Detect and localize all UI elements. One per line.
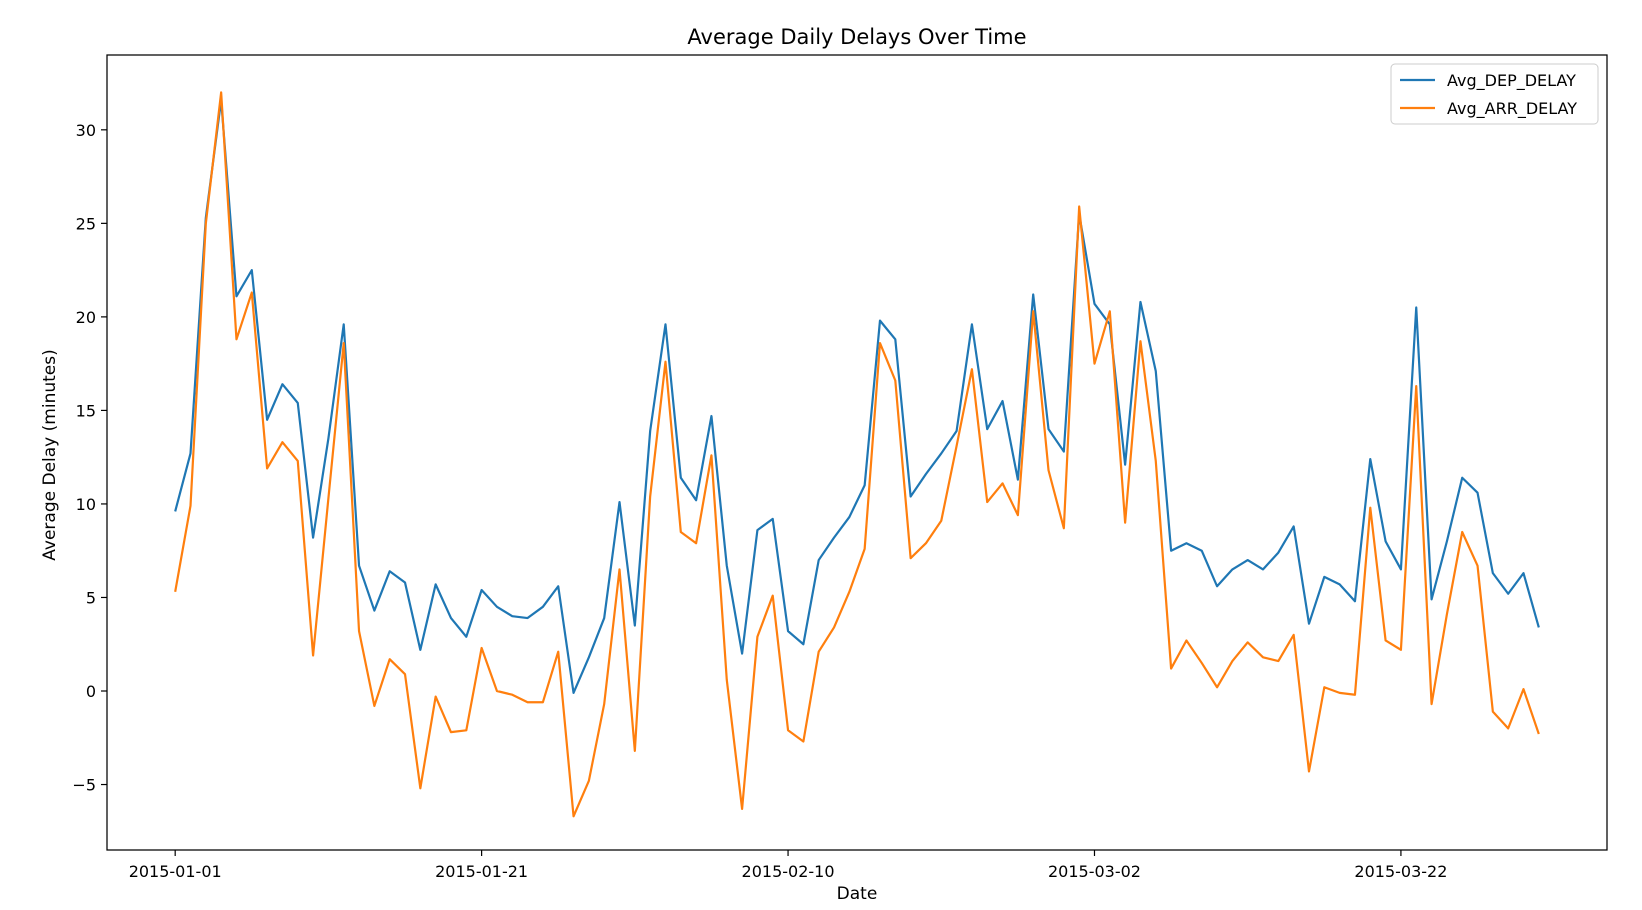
legend-box <box>1390 63 1599 125</box>
x-tick-label-4: 2015-03-22 <box>1354 862 1447 881</box>
y-tick-label-7: 30 <box>76 121 96 140</box>
y-tick-label-0: −5 <box>72 776 96 795</box>
y-tick-label-6: 25 <box>76 214 96 233</box>
x-tick-label-2: 2015-02-10 <box>742 862 835 881</box>
y-tick-label-3: 10 <box>76 495 96 514</box>
x-axis-label: Date <box>837 884 878 904</box>
y-tick-label-2: 5 <box>86 588 96 607</box>
series-line-1 <box>174 91 1540 818</box>
y-tick-label-1: 0 <box>86 682 96 701</box>
series-line-0 <box>174 98 1540 694</box>
legend: Avg_DEP_DELAY Avg_ARR_DELAY <box>1390 63 1599 125</box>
y-axis-label: Average Delay (minutes) <box>40 349 60 560</box>
legend-label-1: Avg_ARR_DELAY <box>1447 99 1577 119</box>
legend-label-0: Avg_DEP_DELAY <box>1447 71 1576 91</box>
chart-title: Average Daily Delays Over Time <box>687 25 1026 49</box>
x-tick-label-1: 2015-01-21 <box>435 862 528 881</box>
y-tick-label-4: 15 <box>76 401 96 420</box>
x-tick-label-0: 2015-01-01 <box>129 862 222 881</box>
y-tick-label-5: 20 <box>76 308 96 327</box>
plot-frame <box>106 54 1608 851</box>
y-axis: −5 0 5 10 15 20 25 30 <box>72 121 107 795</box>
x-tick-label-3: 2015-03-02 <box>1048 862 1141 881</box>
x-axis: 2015-01-01 2015-01-21 2015-02-10 2015-03-02… <box>129 850 1447 881</box>
plot-area <box>174 91 1540 818</box>
